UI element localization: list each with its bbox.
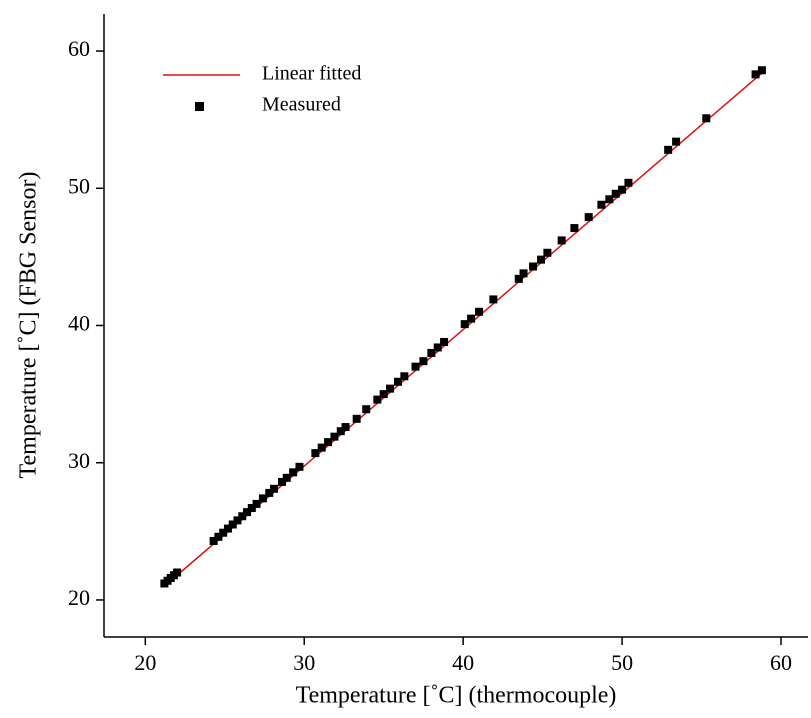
data-point bbox=[757, 66, 766, 75]
data-point bbox=[352, 414, 361, 423]
data-point bbox=[475, 307, 484, 316]
x-tick-label: 20 bbox=[134, 650, 156, 675]
data-point bbox=[440, 337, 449, 346]
data-point bbox=[514, 274, 523, 283]
x-axis-title: Temperature [˚C] (thermocouple) bbox=[296, 683, 617, 709]
data-point bbox=[277, 477, 286, 486]
y-tick-label: 20 bbox=[68, 585, 90, 610]
data-point bbox=[672, 137, 681, 146]
data-point bbox=[419, 357, 428, 366]
data-point bbox=[247, 504, 256, 513]
data-point bbox=[611, 189, 620, 198]
legend-label: Linear fitted bbox=[262, 63, 361, 85]
data-point bbox=[537, 255, 546, 264]
data-point bbox=[618, 185, 627, 194]
data-point bbox=[311, 449, 320, 458]
data-point bbox=[324, 438, 333, 447]
data-point bbox=[751, 70, 760, 79]
data-point bbox=[295, 462, 304, 471]
data-point bbox=[289, 468, 298, 477]
x-tick-label: 60 bbox=[770, 650, 792, 675]
y-tick-label: 30 bbox=[68, 448, 90, 473]
legend-label: Measured bbox=[262, 94, 341, 116]
data-point bbox=[393, 377, 402, 386]
data-point bbox=[597, 200, 606, 209]
data-point bbox=[624, 178, 633, 187]
data-point bbox=[400, 372, 409, 381]
data-point bbox=[373, 395, 382, 404]
data-point bbox=[243, 508, 252, 517]
data-point bbox=[664, 145, 673, 154]
data-point bbox=[228, 520, 237, 529]
data-point bbox=[265, 488, 274, 497]
data-point bbox=[467, 314, 476, 323]
data-point bbox=[214, 532, 223, 541]
x-tick-label: 30 bbox=[293, 650, 315, 675]
data-point bbox=[336, 427, 345, 436]
data-point bbox=[209, 536, 218, 545]
data-point bbox=[330, 432, 339, 441]
data-point bbox=[317, 443, 326, 452]
data-point bbox=[433, 343, 442, 352]
data-point bbox=[529, 262, 538, 271]
data-point bbox=[411, 362, 420, 371]
data-point bbox=[460, 320, 469, 329]
data-point bbox=[605, 195, 614, 204]
data-point bbox=[219, 528, 228, 537]
data-point bbox=[341, 423, 350, 432]
data-point bbox=[489, 295, 498, 304]
data-point bbox=[362, 405, 371, 414]
data-point bbox=[386, 384, 395, 393]
data-point bbox=[557, 236, 566, 245]
legend-marker bbox=[195, 102, 204, 111]
data-point bbox=[252, 499, 261, 508]
data-point bbox=[519, 269, 528, 278]
data-point bbox=[427, 348, 436, 357]
data-point bbox=[258, 494, 267, 503]
data-point bbox=[584, 213, 593, 222]
data-point bbox=[282, 473, 291, 482]
data-point bbox=[702, 114, 711, 123]
data-point bbox=[173, 568, 182, 577]
data-point bbox=[270, 484, 279, 493]
y-axis-title: Temperature [˚C] (FBG Sensor) bbox=[16, 172, 42, 479]
y-tick-label: 50 bbox=[68, 173, 90, 198]
data-point bbox=[570, 224, 579, 233]
data-point bbox=[379, 390, 388, 399]
x-tick-label: 40 bbox=[452, 650, 474, 675]
fit-line bbox=[179, 72, 763, 574]
data-point bbox=[543, 248, 552, 257]
data-point bbox=[223, 524, 232, 533]
y-tick-label: 40 bbox=[68, 311, 90, 336]
data-point bbox=[233, 516, 242, 525]
y-tick-label: 60 bbox=[68, 36, 90, 61]
x-tick-label: 50 bbox=[611, 650, 633, 675]
data-point bbox=[238, 512, 247, 521]
